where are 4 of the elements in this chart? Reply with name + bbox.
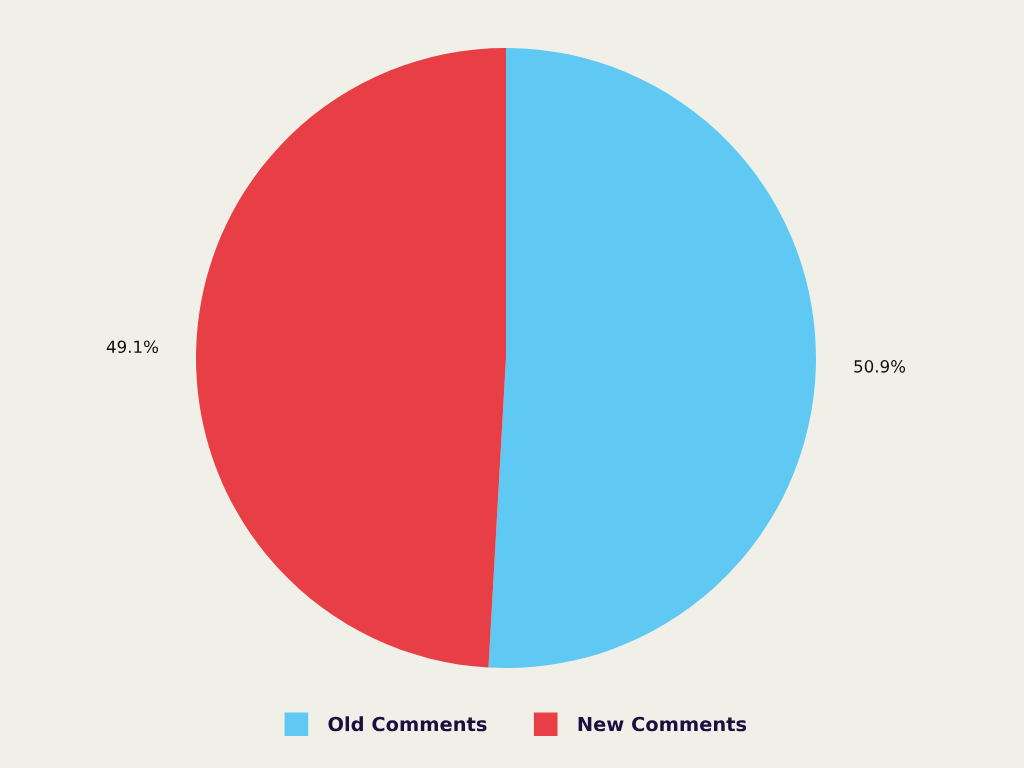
data-label: 49.1% (106, 340, 159, 354)
data-label: 50.9% (854, 360, 906, 373)
legend-label: Old Comments (328, 716, 487, 732)
legend-label: New Comments (578, 716, 747, 732)
